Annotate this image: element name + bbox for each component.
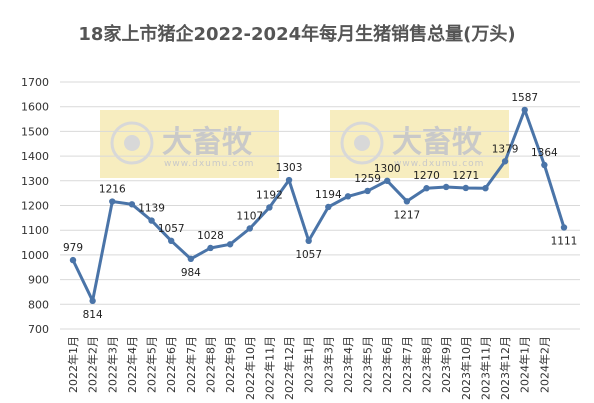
data-label: 1300 [374, 163, 401, 175]
x-tick-label: 2023年8月 [420, 336, 434, 393]
y-tick-label: 1500 [21, 125, 49, 138]
data-point [501, 158, 509, 165]
x-tick-label: 2023年6月 [380, 336, 394, 393]
x-tick-label: 2023年4月 [341, 336, 355, 393]
x-tick-label: 2022年2月 [86, 336, 100, 393]
y-tick-label: 1300 [21, 175, 49, 188]
x-tick-label: 2022年1月 [66, 336, 80, 393]
data-point [305, 237, 312, 245]
data-point [226, 241, 234, 248]
x-tick-label: 2022年8月 [203, 336, 217, 393]
data-point [128, 201, 136, 208]
data-label: 1259 [354, 173, 381, 185]
data-point [168, 237, 175, 245]
watermark-logo-icon [124, 135, 140, 151]
data-point [285, 176, 293, 184]
x-tick-label: 2022年3月 [105, 336, 119, 393]
y-tick-label: 1100 [21, 224, 49, 237]
data-point [384, 177, 391, 184]
data-point [541, 161, 548, 169]
data-label: 1270 [413, 170, 440, 182]
data-label: 1216 [99, 184, 126, 196]
data-label: 1271 [452, 170, 479, 182]
y-tick-label: 700 [28, 323, 49, 336]
watermark-logo-icon [354, 135, 370, 151]
data-point [69, 256, 77, 264]
x-tick-label: 2022年4月 [125, 336, 139, 393]
data-point [521, 106, 528, 114]
data-label: 1379 [492, 143, 519, 155]
data-label: 1139 [138, 203, 165, 215]
x-tick-label: 2022年11月 [262, 336, 276, 400]
x-tick-label: 2022年7月 [184, 336, 198, 393]
data-point [187, 255, 195, 263]
data-point [462, 184, 469, 192]
data-point [482, 185, 489, 192]
data-point [89, 297, 96, 305]
data-point [325, 203, 332, 211]
x-tick-label: 2023年7月 [400, 336, 414, 393]
data-point [246, 225, 253, 232]
x-tick-label: 2022年5月 [145, 336, 159, 393]
watermark-logo-icon [340, 121, 384, 165]
data-label: 1107 [236, 210, 263, 222]
data-label: 1217 [394, 209, 421, 221]
data-point [148, 217, 155, 224]
data-point [207, 244, 214, 252]
data-label: 1057 [158, 223, 185, 235]
data-label: 1587 [511, 92, 538, 104]
data-point [403, 198, 411, 205]
data-point [364, 187, 371, 195]
data-point [344, 193, 352, 200]
data-label: 1192 [256, 189, 283, 201]
x-tick-label: 2022年6月 [164, 336, 178, 393]
x-tick-label: 2023年11月 [478, 336, 492, 400]
watermark-brand: 大畜牧 [392, 125, 483, 160]
y-tick-label: 1000 [21, 249, 49, 262]
watermark-url: www.dxumu.com [394, 159, 484, 169]
data-point [423, 185, 430, 192]
y-tick-label: 1200 [21, 200, 49, 213]
x-tick-label: 2022年10月 [243, 336, 257, 400]
data-label: 1028 [197, 230, 224, 242]
y-tick-label: 1600 [21, 101, 49, 114]
watermark-brand: 大畜牧 [162, 125, 253, 160]
x-tick-label: 2023年5月 [361, 336, 375, 393]
data-label: 1364 [531, 147, 558, 159]
data-point [442, 183, 450, 191]
data-label: 979 [63, 242, 83, 254]
data-label: 1057 [295, 249, 322, 261]
y-tick-label: 900 [28, 274, 49, 287]
y-tick-label: 1700 [21, 76, 49, 89]
x-tick-label: 2024年1月 [518, 336, 532, 393]
data-label: 814 [83, 309, 103, 321]
x-tick-label: 2023年9月 [439, 336, 453, 393]
x-tick-label: 2023年10月 [459, 336, 473, 400]
data-label: 1303 [276, 162, 303, 174]
chart-title: 18家上市猪企2022-2024年每月生猪销售总量(万头) [78, 24, 516, 45]
x-tick-label: 2023年12月 [498, 336, 512, 400]
data-point [109, 198, 116, 205]
x-tick-label: 2024年2月 [537, 336, 551, 393]
series-line [71, 108, 566, 303]
x-tick-label: 2022年9月 [223, 336, 237, 393]
data-label: 1111 [551, 235, 578, 247]
x-tick-label: 2023年3月 [321, 336, 335, 393]
y-tick-label: 1400 [21, 150, 49, 163]
data-label: 984 [181, 267, 201, 279]
watermark-logo-icon [110, 121, 154, 165]
y-tick-label: 800 [28, 298, 49, 311]
x-tick-label: 2023年1月 [302, 336, 316, 393]
data-label: 1194 [315, 189, 342, 201]
x-tick-label: 2022年12月 [282, 336, 296, 400]
data-point [560, 224, 568, 231]
data-point [266, 204, 273, 211]
watermark-url: www.dxumu.com [164, 159, 254, 169]
